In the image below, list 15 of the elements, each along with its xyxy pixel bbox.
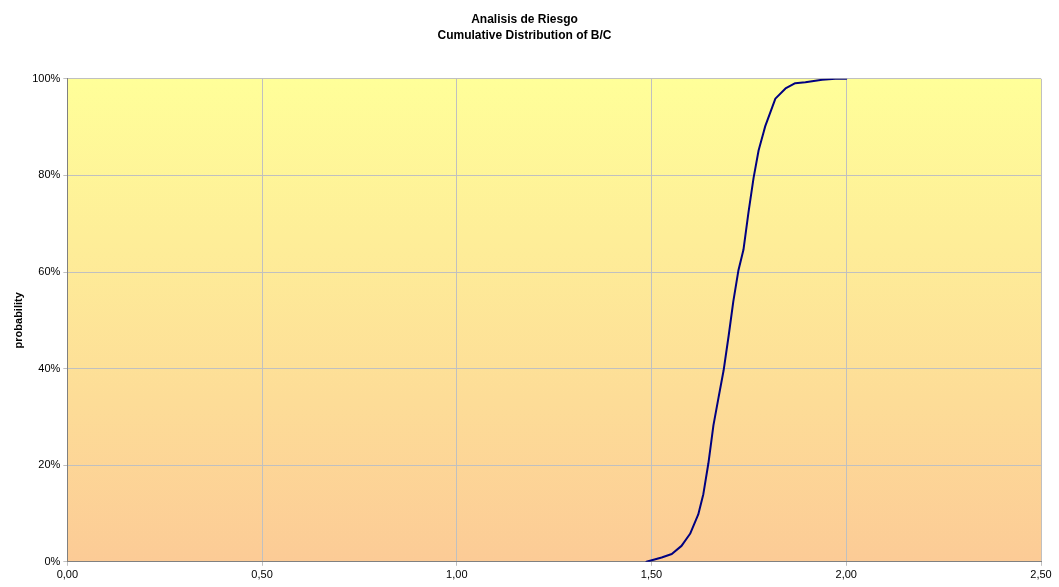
x-tick-label: 2,00 bbox=[835, 568, 857, 581]
y-tick-label: 40% bbox=[38, 361, 61, 374]
y-tick-label: 0% bbox=[44, 554, 61, 567]
y-tick-label: 20% bbox=[38, 458, 61, 471]
x-tick-label: 0,50 bbox=[251, 568, 273, 581]
x-tick-label: 1,00 bbox=[446, 568, 468, 581]
y-tick-label: 80% bbox=[38, 168, 61, 181]
chart-subtitle: Cumulative Distribution of B/C bbox=[437, 27, 612, 42]
y-tick-label: 100% bbox=[32, 71, 61, 84]
chart-title: Analisis de Riesgo bbox=[471, 11, 578, 26]
x-tick-label: 0,00 bbox=[56, 568, 79, 581]
y-axis-title: probability bbox=[11, 291, 24, 349]
y-tick-label: 60% bbox=[38, 265, 61, 278]
x-tick-label: 2,50 bbox=[1030, 568, 1052, 581]
x-tick-label: 1,50 bbox=[640, 568, 663, 581]
